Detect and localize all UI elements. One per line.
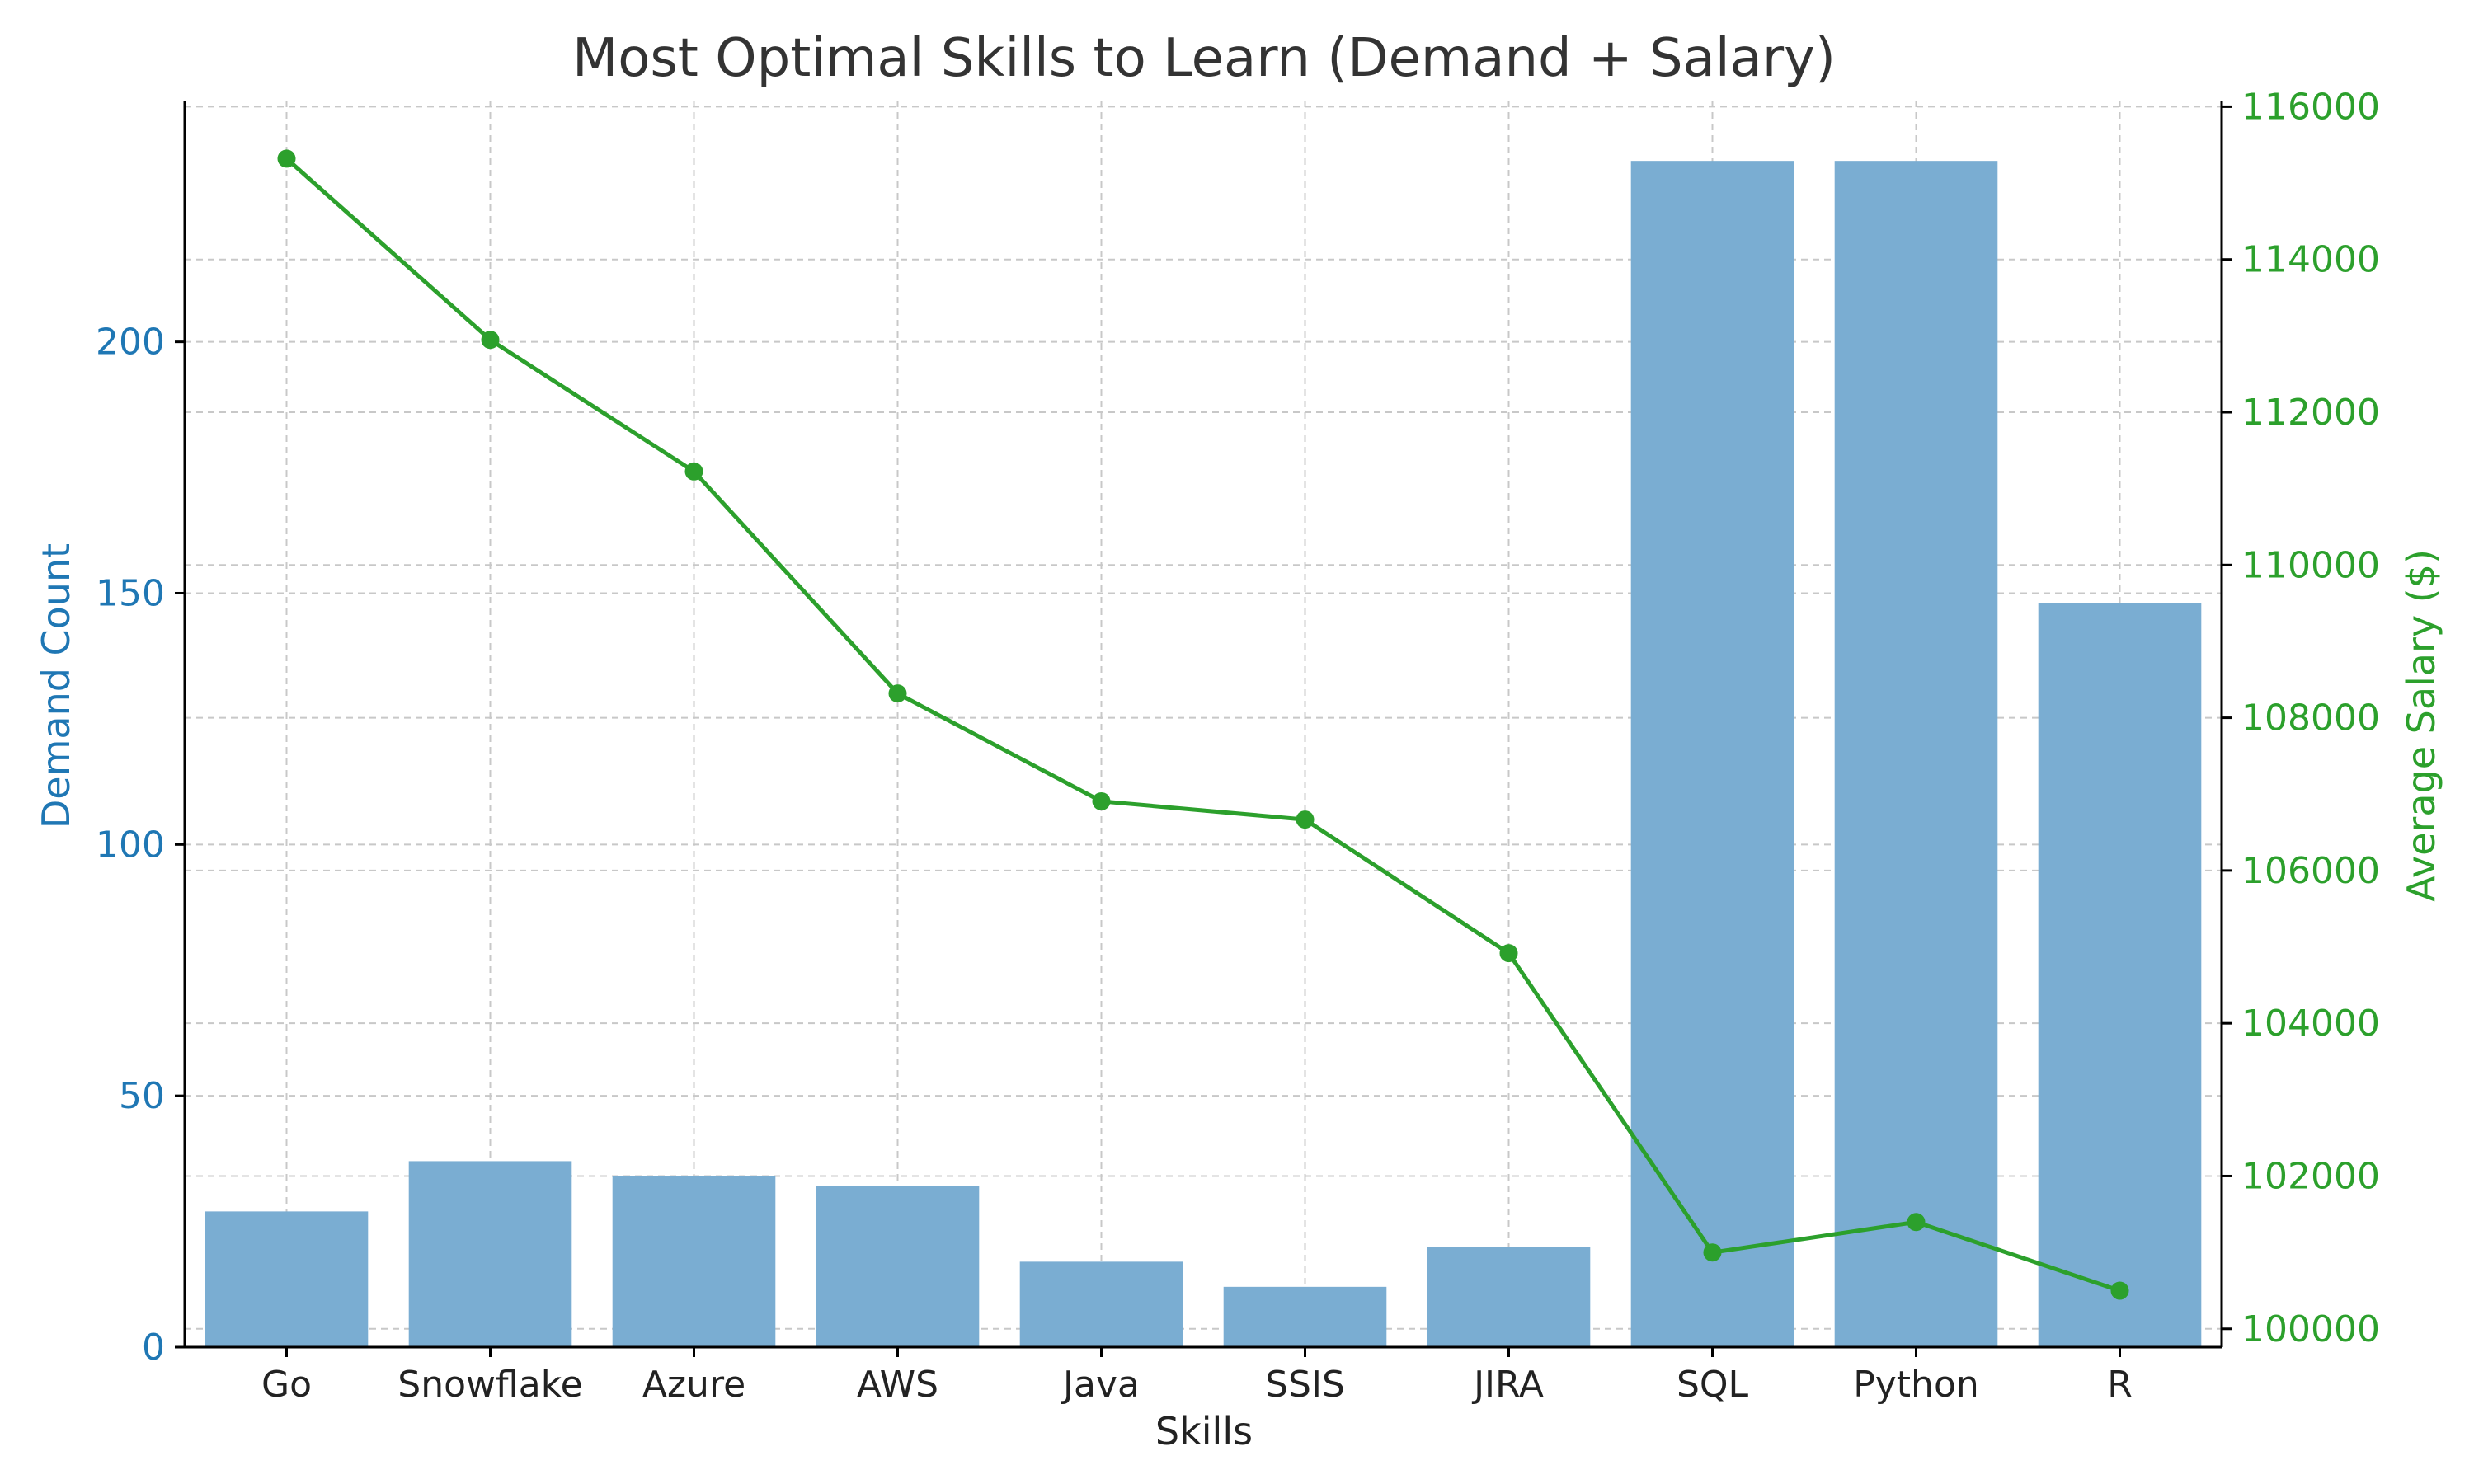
y-tick-label-left: 200 (96, 322, 165, 364)
salary-point (1907, 1213, 1926, 1232)
y-tick-label-left: 50 (119, 1075, 165, 1117)
bar (1223, 1286, 1387, 1347)
x-tick-label: SSIS (1265, 1364, 1345, 1406)
x-tick-label: AWS (857, 1364, 938, 1406)
bar (408, 1161, 572, 1347)
y-tick-label-right: 100000 (2241, 1308, 2380, 1350)
bar (1834, 161, 1998, 1348)
x-tick-label: SQL (1677, 1364, 1749, 1406)
x-tick-label: JIRA (1471, 1364, 1544, 1406)
salary-line (285, 157, 2121, 1293)
axes: 0 50 100 150 200 100000 102000 104000 106000 1080… (96, 86, 2380, 1406)
y-tick-label-right: 106000 (2241, 850, 2380, 892)
y-axis-label-left: Demand Count (34, 543, 78, 829)
y-tick-label-right: 114000 (2241, 239, 2380, 281)
y-tick-label-right: 112000 (2241, 392, 2380, 434)
y-tick-label-right: 102000 (2241, 1155, 2380, 1197)
line-series (277, 149, 2129, 1300)
salary-point (1296, 810, 1315, 829)
salary-point (888, 684, 907, 703)
x-axis-label: Skills (1155, 1409, 1253, 1453)
salary-point (1703, 1243, 1722, 1262)
y-tick-label-right: 116000 (2241, 86, 2380, 128)
salary-point (684, 462, 703, 481)
y-axis-label-right: Average Salary ($) (2399, 549, 2443, 902)
x-tick-label: Java (1061, 1364, 1140, 1406)
x-tick-label: Python (1853, 1364, 1979, 1406)
bar (612, 1176, 776, 1347)
bar (1427, 1247, 1591, 1347)
salary-point (277, 149, 296, 168)
bar (1019, 1261, 1183, 1347)
bar (1630, 161, 1794, 1348)
x-tick-label: Snowflake (397, 1364, 582, 1406)
y-tick-label-left: 0 (142, 1327, 165, 1369)
chart-title: Most Optimal Skills to Learn (Demand + S… (572, 28, 1836, 89)
bar-series (205, 161, 2202, 1348)
y-tick-label-left: 100 (96, 824, 165, 866)
x-tick-label: R (2107, 1364, 2133, 1406)
y-tick-label-right: 110000 (2241, 544, 2380, 586)
salary-point (1499, 944, 1518, 963)
bar (205, 1211, 369, 1347)
salary-point (2110, 1281, 2129, 1300)
y-tick-label-right: 104000 (2241, 1003, 2380, 1045)
y-tick-label-left: 150 (96, 572, 165, 614)
bar (816, 1186, 980, 1347)
bar (2038, 603, 2202, 1347)
salary-point (1092, 791, 1111, 810)
y-tick-label-right: 108000 (2241, 697, 2380, 740)
x-tick-label: Azure (642, 1364, 745, 1406)
salary-point (481, 331, 500, 350)
x-tick-label: Go (261, 1364, 312, 1406)
